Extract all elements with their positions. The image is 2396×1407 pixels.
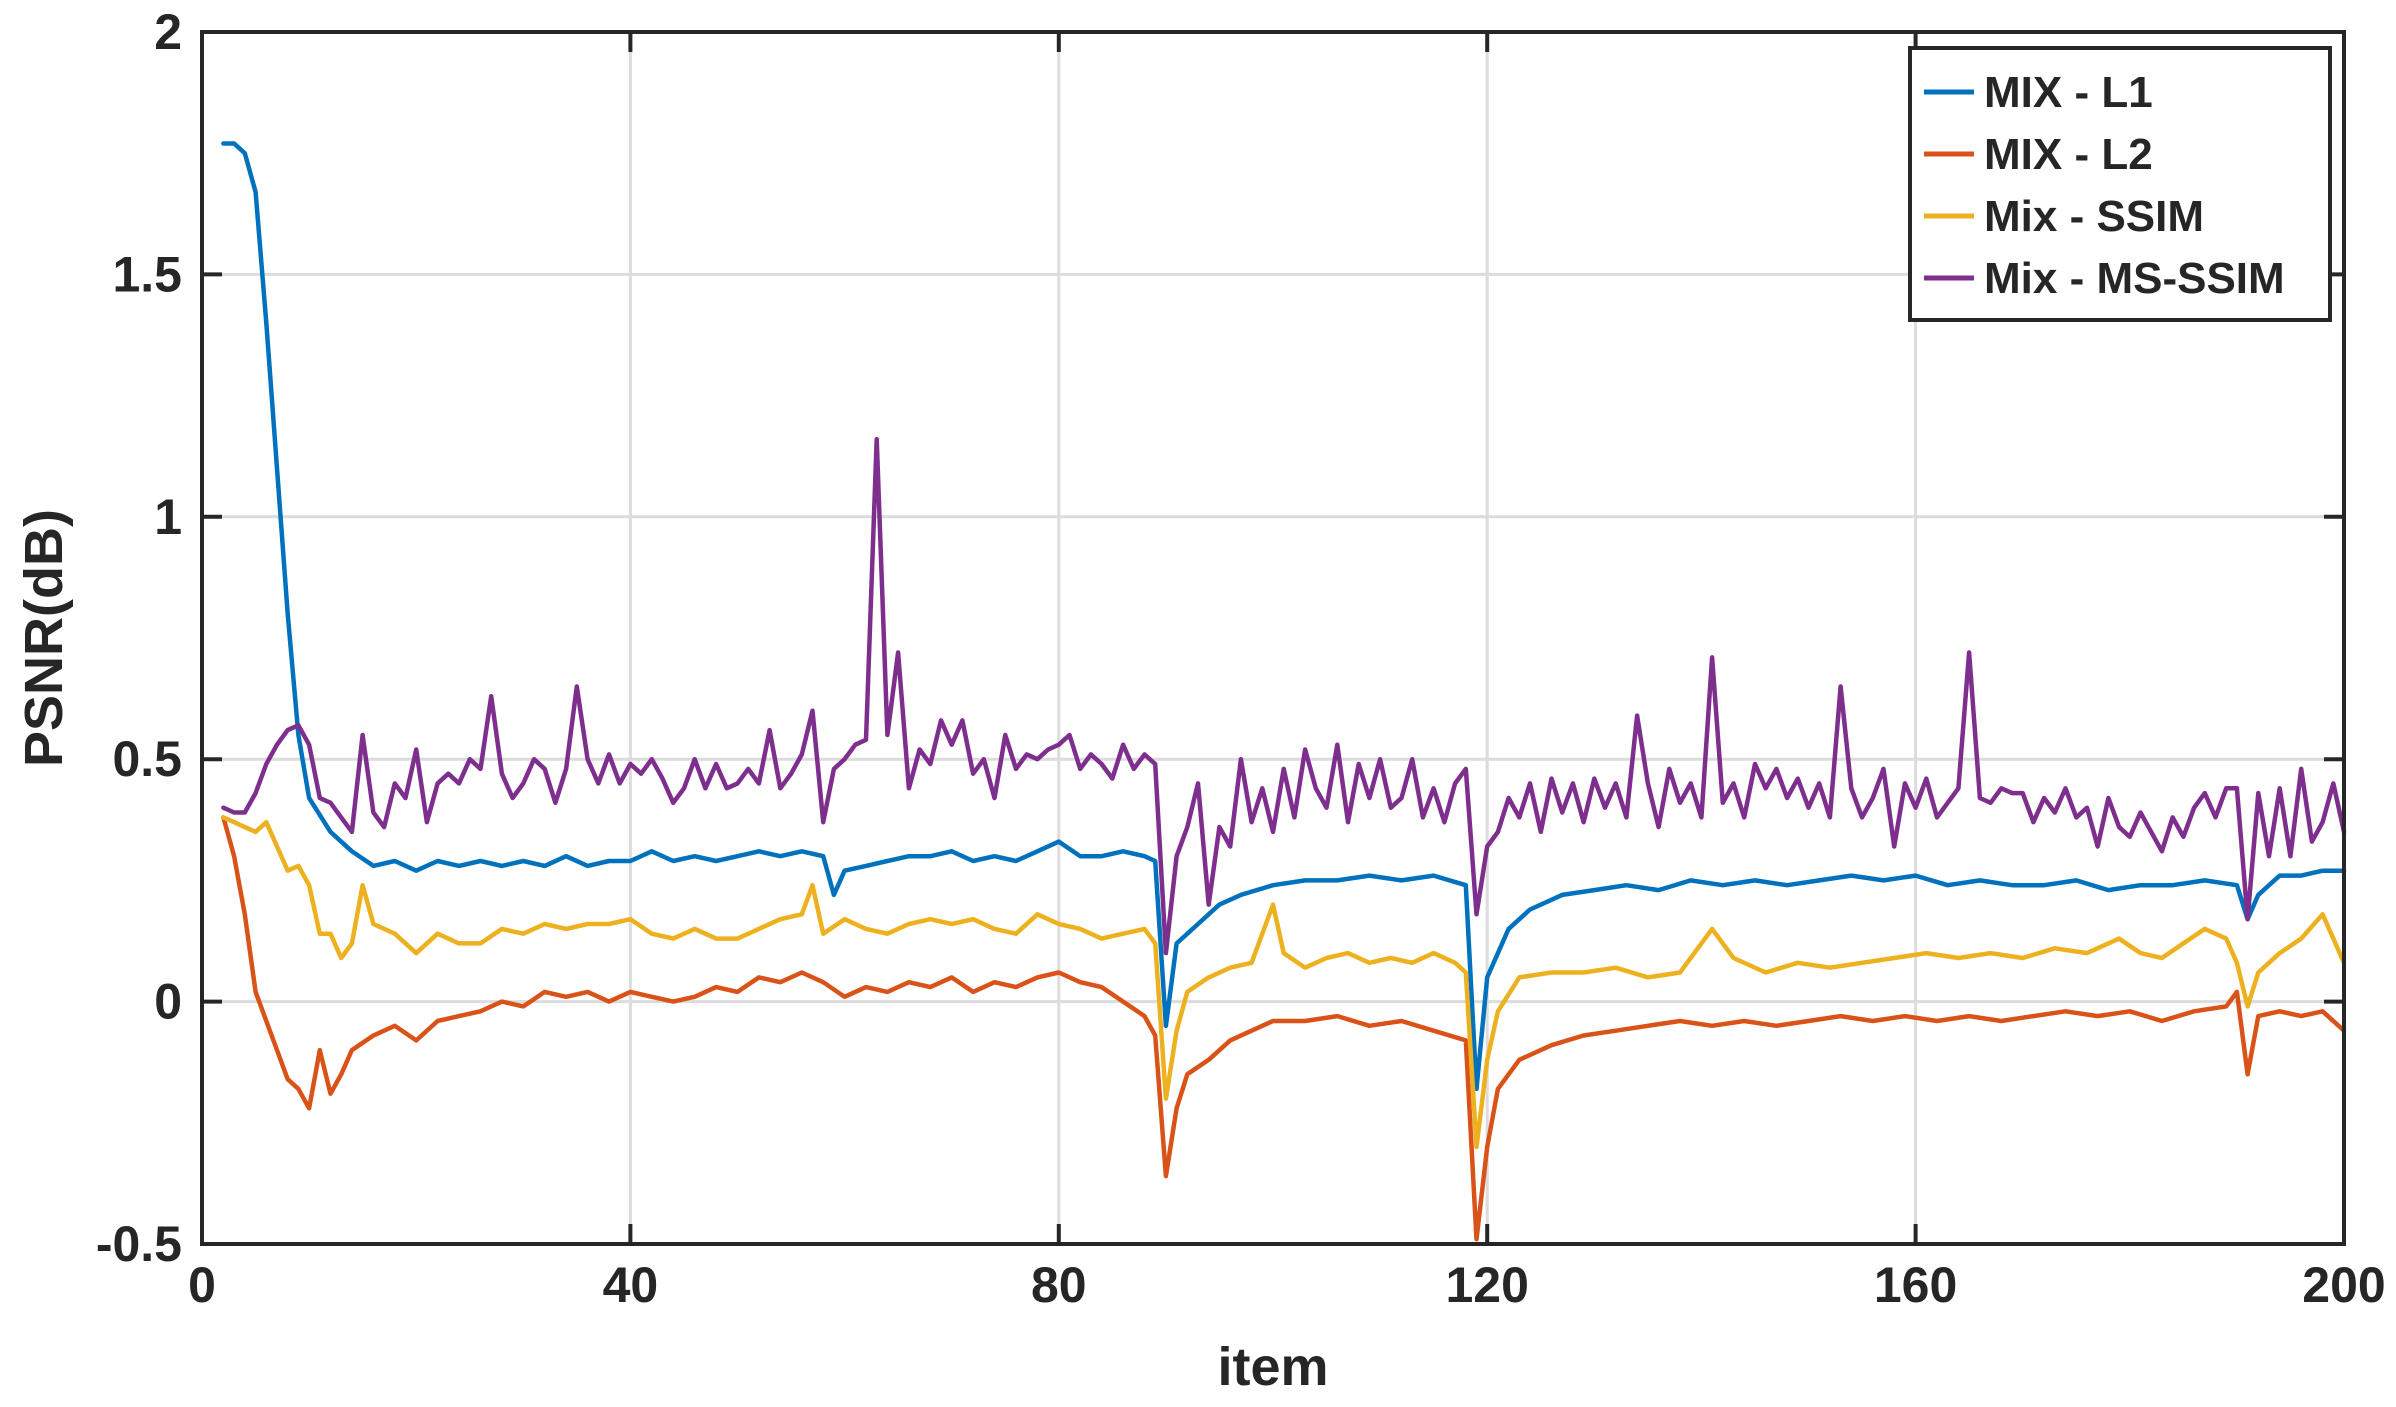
- y-tick-label: 0: [154, 974, 182, 1030]
- series-line-3: [221, 815, 2347, 1150]
- legend: MIX - L1 MIX - L2 Mix - SSIM Mix - MS-SSIM: [1908, 46, 2332, 322]
- legend-label: MIX - L2: [1984, 130, 2153, 179]
- x-tick-label: 120: [1445, 1257, 1528, 1313]
- y-axis-label: PSNR(dB): [14, 509, 74, 767]
- x-tick-label: 80: [1031, 1257, 1087, 1313]
- plot-area-frame: [200, 30, 2346, 1246]
- x-tick-label: 160: [1874, 1257, 1957, 1313]
- legend-label: MIX - L1: [1984, 68, 2153, 117]
- y-tick-label: 1: [154, 489, 182, 545]
- y-tick-label: 0.5: [112, 731, 182, 787]
- legend-box: [1908, 46, 2332, 322]
- x-tick-label: 0: [188, 1257, 216, 1313]
- legend-label: Mix - MS-SSIM: [1984, 254, 2285, 303]
- series-line-4: [221, 436, 2347, 956]
- x-axis-label: item: [1217, 1337, 1328, 1397]
- y-tick-label: -0.5: [96, 1216, 182, 1272]
- y-tick-label: 2: [154, 4, 182, 60]
- y-tick-label: 1.5: [112, 246, 182, 302]
- legend-label: Mix - SSIM: [1984, 192, 2204, 241]
- series-line-2: [221, 815, 2347, 1242]
- x-tick-label: 40: [603, 1257, 659, 1313]
- x-tick-label: 200: [2302, 1257, 2385, 1313]
- series-line-1: [221, 141, 2347, 1092]
